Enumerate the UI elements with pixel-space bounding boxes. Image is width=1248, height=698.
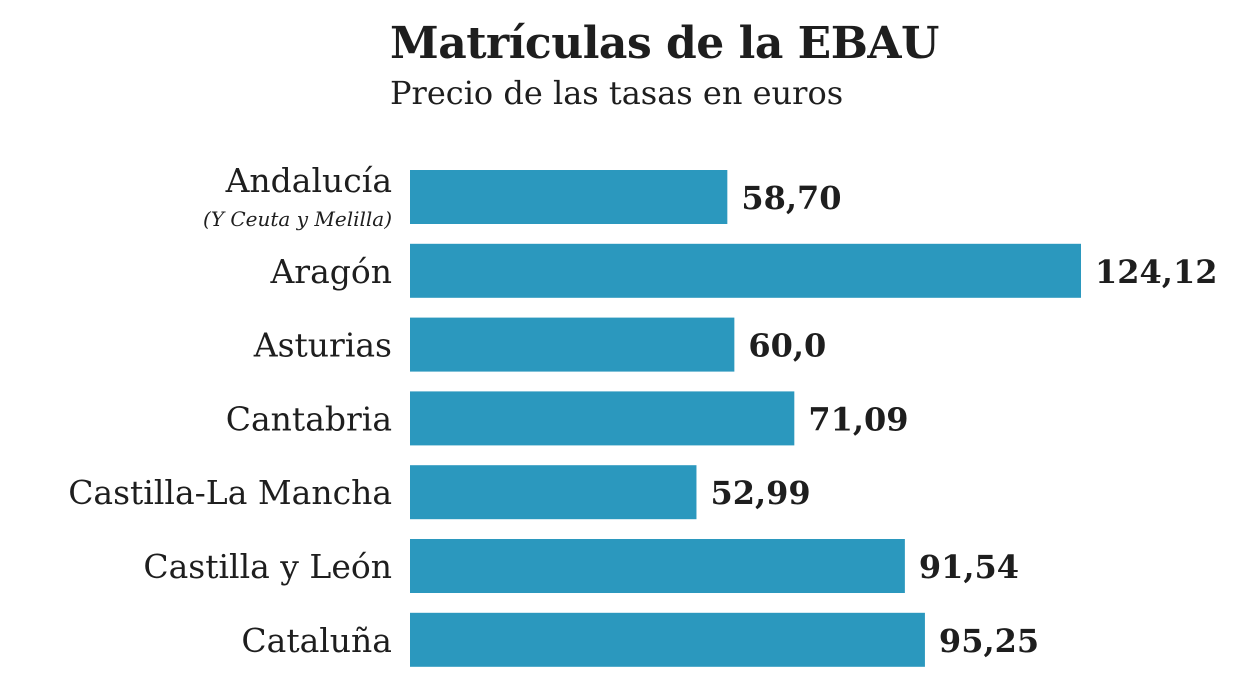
value-label: 58,70 (741, 179, 841, 217)
chart-subtitle: Precio de las tasas en euros (390, 74, 844, 112)
category-label: Cantabria (226, 399, 392, 438)
value-label: 124,12 (1095, 253, 1217, 291)
category-note: (Y Ceuta y Melilla) (203, 207, 392, 231)
bar-2 (410, 317, 735, 372)
bar-3 (410, 391, 795, 446)
bar-1 (410, 243, 1081, 298)
chart-title: Matrículas de la EBAU (390, 18, 939, 69)
value-label: 91,54 (919, 548, 1019, 586)
category-label: Castilla y León (143, 547, 392, 586)
category-label: Andalucía (225, 161, 392, 200)
category-label: Castilla-La Mancha (68, 473, 392, 512)
category-label: Aragón (269, 252, 392, 291)
bar-4 (410, 465, 697, 520)
value-label: 95,25 (939, 622, 1039, 660)
category-label: Asturias (253, 326, 392, 365)
category-label: Cataluña (241, 621, 392, 660)
bar-6 (410, 612, 925, 667)
value-label: 71,09 (808, 400, 908, 438)
value-label: 60,0 (748, 327, 826, 365)
bar-5 (410, 539, 905, 593)
value-label: 52,99 (710, 474, 810, 512)
bar-0 (410, 170, 728, 224)
